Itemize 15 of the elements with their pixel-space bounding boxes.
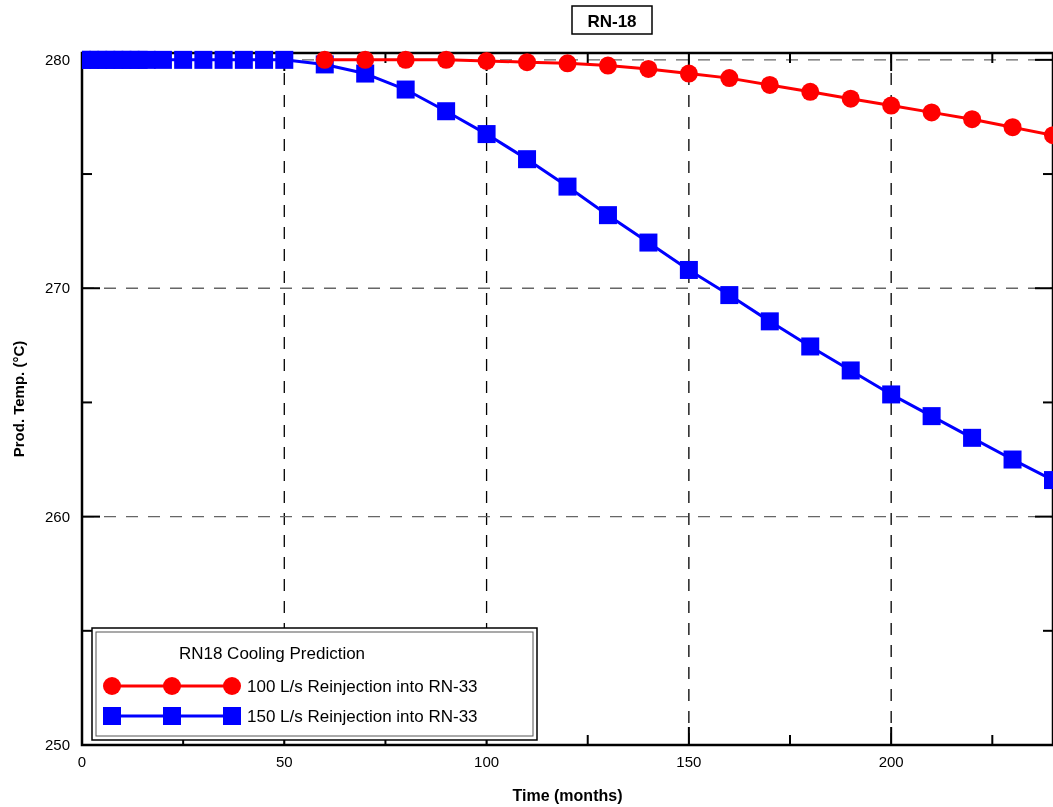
legend-label: 150 L/s Reinjection into RN-33 xyxy=(247,707,478,726)
x-tick-label: 200 xyxy=(878,753,904,770)
x-axis-title: Time (months) xyxy=(512,787,623,804)
x-tick-label: 100 xyxy=(474,753,500,770)
legend-label: 100 L/s Reinjection into RN-33 xyxy=(247,677,478,696)
x-tick-label: 150 xyxy=(676,753,702,770)
x-tick-label: 0 xyxy=(77,753,87,770)
y-tick-label: 280 xyxy=(44,50,70,68)
y-tick-label: 270 xyxy=(44,279,70,297)
y-axis-title: Prod. Temp. (°C) xyxy=(10,340,27,458)
y-tick-label: 250 xyxy=(44,736,70,753)
legend-title: RN18 Cooling Prediction xyxy=(178,644,366,663)
y-tick-label: 260 xyxy=(44,507,70,525)
x-tick-label: 50 xyxy=(275,753,293,770)
chart-title: RN-18 xyxy=(587,12,637,31)
